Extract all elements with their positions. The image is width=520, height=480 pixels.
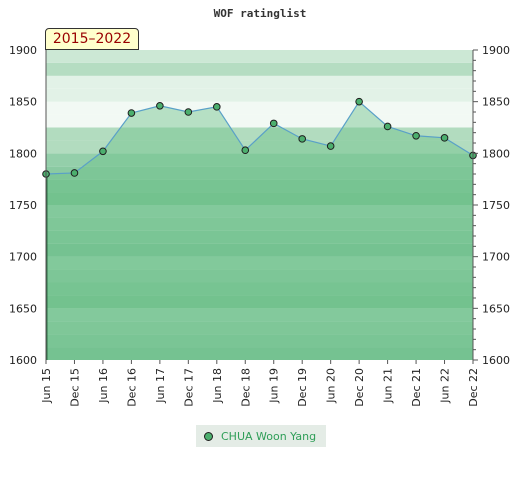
x-tick-label: Dec 16 bbox=[125, 368, 138, 407]
series-area bbox=[46, 101, 473, 361]
x-tick-label: Dec 20 bbox=[353, 368, 366, 407]
background-band bbox=[46, 269, 473, 283]
background-band bbox=[46, 308, 473, 322]
x-tick-label: Dec 19 bbox=[296, 368, 309, 407]
y-tick-label: 1650 bbox=[482, 302, 510, 315]
data-points bbox=[42, 97, 477, 178]
x-tick-label: Jun 19 bbox=[268, 368, 281, 404]
x-tick-label: Jun 18 bbox=[211, 368, 224, 404]
background-band bbox=[46, 256, 473, 270]
background-band bbox=[46, 205, 473, 218]
data-point bbox=[326, 142, 335, 150]
data-point bbox=[241, 146, 250, 155]
x-tick-label: Jun 15 bbox=[40, 368, 53, 404]
background-band bbox=[46, 62, 473, 76]
data-point bbox=[440, 134, 449, 142]
y-tick-label: 1600 bbox=[482, 354, 510, 367]
data-point bbox=[412, 131, 420, 140]
data-point bbox=[298, 135, 307, 143]
background-band bbox=[46, 217, 473, 231]
y-tick-label: 1900 bbox=[482, 44, 510, 57]
y-tick-label: 1700 bbox=[482, 251, 510, 264]
data-point bbox=[269, 119, 278, 128]
data-point bbox=[213, 103, 221, 111]
x-tick-label: Jun 20 bbox=[325, 368, 338, 404]
background-band bbox=[46, 75, 473, 89]
background-band bbox=[46, 166, 473, 180]
data-point bbox=[355, 97, 363, 106]
y-tick-label: 1700 bbox=[9, 251, 37, 264]
background-band bbox=[46, 140, 473, 154]
background-bands bbox=[46, 50, 473, 360]
x-axis: Jun 15 Dec 15 Jun 16 Dec 16 Jun 17 Dec 17 Jun … bbox=[40, 360, 480, 407]
data-point bbox=[184, 108, 193, 116]
x-tick-label: Jun 17 bbox=[154, 368, 167, 404]
background-band bbox=[46, 127, 473, 141]
y-axis-left: 1600 1650 1700 1750 1800 1850 1900 bbox=[9, 44, 37, 367]
y-tick-label: 1600 bbox=[9, 354, 37, 367]
x-tick-label: Dec 18 bbox=[239, 368, 252, 407]
chart-title: WOF ratinglist bbox=[214, 7, 307, 20]
background-band bbox=[46, 88, 473, 102]
y-tick-label: 1750 bbox=[482, 199, 510, 212]
x-tick-label: Dec 17 bbox=[182, 368, 195, 407]
background-band bbox=[46, 114, 473, 128]
legend[interactable]: CHUA Woon Yang bbox=[196, 425, 326, 447]
y-tick-label: 1750 bbox=[9, 199, 37, 212]
background-band bbox=[46, 321, 473, 335]
x-tick-label: Jun 21 bbox=[382, 368, 395, 404]
x-tick-label: Dec 22 bbox=[467, 368, 480, 407]
y-tick-label: 1800 bbox=[482, 147, 510, 160]
series-line bbox=[45, 100, 474, 175]
area-layer bbox=[45, 100, 474, 361]
y-tick-label: 1850 bbox=[482, 96, 510, 109]
background-band bbox=[46, 243, 473, 257]
background-band bbox=[46, 347, 473, 360]
x-tick-label: Dec 21 bbox=[410, 368, 423, 407]
background-band bbox=[46, 50, 473, 63]
background-band bbox=[46, 101, 473, 115]
background-band bbox=[46, 179, 473, 193]
background-band bbox=[46, 334, 473, 348]
legend-label: CHUA Woon Yang bbox=[221, 429, 317, 443]
y-tick-label: 1800 bbox=[9, 147, 37, 160]
x-tick-label: Jun 22 bbox=[439, 368, 452, 404]
data-point bbox=[383, 122, 392, 131]
y-tick-label: 1850 bbox=[9, 96, 37, 109]
x-tick-label: Dec 15 bbox=[68, 368, 81, 407]
y-tick-label: 1650 bbox=[9, 302, 37, 315]
data-point bbox=[127, 109, 136, 117]
background-band bbox=[46, 295, 473, 309]
date-range-badge: 2015–2022 bbox=[45, 28, 139, 50]
y-tick-label: 1900 bbox=[9, 44, 37, 57]
background-band bbox=[46, 282, 473, 296]
background-band bbox=[46, 153, 473, 167]
data-point bbox=[99, 147, 107, 156]
background-band bbox=[46, 230, 473, 244]
data-point bbox=[156, 102, 164, 110]
legend-marker-icon bbox=[204, 431, 213, 441]
background-band bbox=[46, 192, 473, 205]
x-tick-label: Jun 16 bbox=[97, 368, 110, 404]
data-point bbox=[70, 169, 79, 177]
y-axis-right: 1600 1650 1700 1750 1800 1850 1900 bbox=[473, 44, 510, 367]
